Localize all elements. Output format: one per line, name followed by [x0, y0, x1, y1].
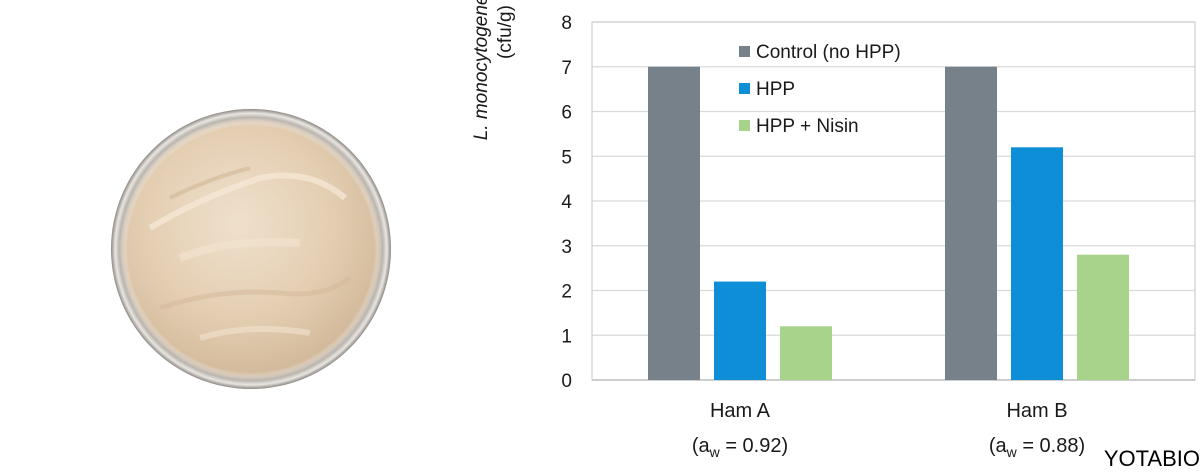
bar [1077, 254, 1129, 380]
petri-dish-powder-icon [111, 109, 391, 389]
legend-label: HPP + Nisin [756, 116, 859, 137]
legend-swatch [739, 120, 750, 131]
x-category-sublabel: (aw = 0.88) [989, 435, 1085, 460]
legend: Control (no HPP) HPP HPP + Nisin [739, 42, 901, 137]
bar [945, 66, 997, 380]
y-tick-label: 8 [561, 13, 572, 34]
x-category-label: Ham A [710, 400, 771, 422]
y-axis-label: L. monocytogenes counts (cfu/g) [470, 0, 518, 202]
y-tick-label: 3 [561, 237, 572, 258]
x-category-sublabel: (aw = 0.92) [692, 435, 788, 460]
bar [1011, 147, 1063, 380]
legend-swatch [739, 83, 750, 94]
y-tick-label: 1 [561, 326, 572, 347]
bar [714, 281, 766, 380]
y-axis-label-italic: L. monocytogenes [471, 0, 492, 141]
x-category-labels: Ham A (aw = 0.92) Ham B (aw = 0.88) [692, 400, 1085, 460]
y-tick-label: 7 [561, 58, 572, 79]
y-tick-label: 6 [561, 103, 572, 124]
legend-label: HPP [756, 79, 795, 100]
bar-chart: 0 1 2 3 4 5 6 7 8 Ham A (aw = 0.92) Ham B (aw = 0.8… [561, 13, 1196, 460]
x-category-label: Ham B [1006, 400, 1067, 422]
y-tick-label: 5 [561, 147, 572, 168]
legend-swatch [739, 46, 750, 57]
y-tick-label: 0 [561, 371, 572, 392]
bar [780, 326, 832, 380]
bar [648, 66, 700, 380]
legend-label: Control (no HPP) [756, 42, 901, 63]
y-tick-labels: 0 1 2 3 4 5 6 7 8 [561, 13, 572, 392]
y-tick-label: 2 [561, 282, 572, 303]
y-axis-label-unit: (cfu/g) [495, 5, 516, 59]
bars [648, 66, 1129, 380]
watermark: YOTABIO [1103, 446, 1200, 471]
y-tick-label: 4 [561, 192, 572, 213]
